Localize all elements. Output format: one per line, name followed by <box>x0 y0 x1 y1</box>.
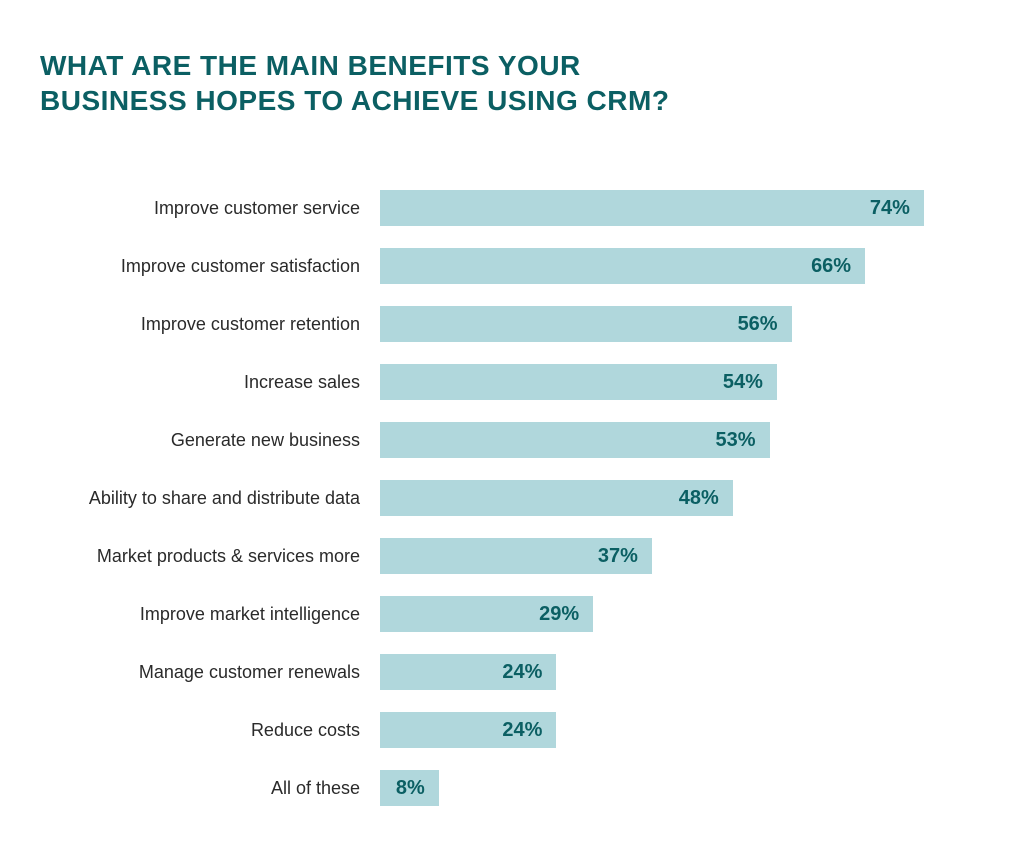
bar-value: 24% <box>502 661 542 684</box>
bar-row: Reduce costs 24% <box>40 712 968 748</box>
bar-row: Improve customer service 74% <box>40 190 968 226</box>
bar-value: 8% <box>396 777 425 800</box>
bar-track: 29% <box>380 596 968 632</box>
bar-track: 24% <box>380 712 968 748</box>
bar: 37% <box>380 538 652 574</box>
bar-track: 66% <box>380 248 968 284</box>
bar-row: Increase sales 54% <box>40 364 968 400</box>
bar: 56% <box>380 306 792 342</box>
bar-label: Improve customer satisfaction <box>40 256 380 277</box>
chart-title: WHAT ARE THE MAIN BENEFITS YOUR BUSINESS… <box>40 48 968 118</box>
bar: 74% <box>380 190 924 226</box>
bar: 54% <box>380 364 777 400</box>
bar-row: Improve market intelligence 29% <box>40 596 968 632</box>
bar-label: Improve customer service <box>40 198 380 219</box>
bar-value: 48% <box>679 487 719 510</box>
bar-value: 56% <box>738 313 778 336</box>
bar-label: Market products & services more <box>40 546 380 567</box>
bar-track: 8% <box>380 770 968 806</box>
bar-value: 37% <box>598 545 638 568</box>
bar-value: 66% <box>811 255 851 278</box>
bar-row: Generate new business 53% <box>40 422 968 458</box>
bar: 24% <box>380 712 556 748</box>
bar: 48% <box>380 480 733 516</box>
bar-label: Improve market intelligence <box>40 604 380 625</box>
bar-row: Improve customer retention 56% <box>40 306 968 342</box>
bar: 29% <box>380 596 593 632</box>
bar-value: 53% <box>716 429 756 452</box>
bar-row: All of these 8% <box>40 770 968 806</box>
bar-row: Manage customer renewals 24% <box>40 654 968 690</box>
bar-label: All of these <box>40 778 380 799</box>
bar-chart: Improve customer service74%Improve custo… <box>40 190 968 806</box>
bar-value: 29% <box>539 603 579 626</box>
bar: 66% <box>380 248 865 284</box>
bar: 53% <box>380 422 770 458</box>
bar-label: Improve customer retention <box>40 314 380 335</box>
bar-track: 56% <box>380 306 968 342</box>
bar-track: 53% <box>380 422 968 458</box>
bar-label: Ability to share and distribute data <box>40 488 380 509</box>
title-line-1: WHAT ARE THE MAIN BENEFITS YOUR <box>40 50 581 81</box>
bar-label: Increase sales <box>40 372 380 393</box>
bar-label: Generate new business <box>40 430 380 451</box>
bar-value: 54% <box>723 371 763 394</box>
bar-row: Market products & services more 37% <box>40 538 968 574</box>
title-line-2: BUSINESS HOPES TO ACHIEVE USING CRM? <box>40 85 669 116</box>
bar-value: 24% <box>502 719 542 742</box>
bar-track: 24% <box>380 654 968 690</box>
bar-track: 37% <box>380 538 968 574</box>
bar-label: Manage customer renewals <box>40 662 380 683</box>
bar: 8% <box>380 770 439 806</box>
bar-label: Reduce costs <box>40 720 380 741</box>
bar-track: 54% <box>380 364 968 400</box>
bar: 24% <box>380 654 556 690</box>
bar-row: Improve customer satisfaction 66% <box>40 248 968 284</box>
bar-row: Ability to share and distribute data 48% <box>40 480 968 516</box>
bar-track: 48% <box>380 480 968 516</box>
chart-container: WHAT ARE THE MAIN BENEFITS YOUR BUSINESS… <box>0 0 1024 868</box>
bar-value: 74% <box>870 197 910 220</box>
bar-track: 74% <box>380 190 968 226</box>
